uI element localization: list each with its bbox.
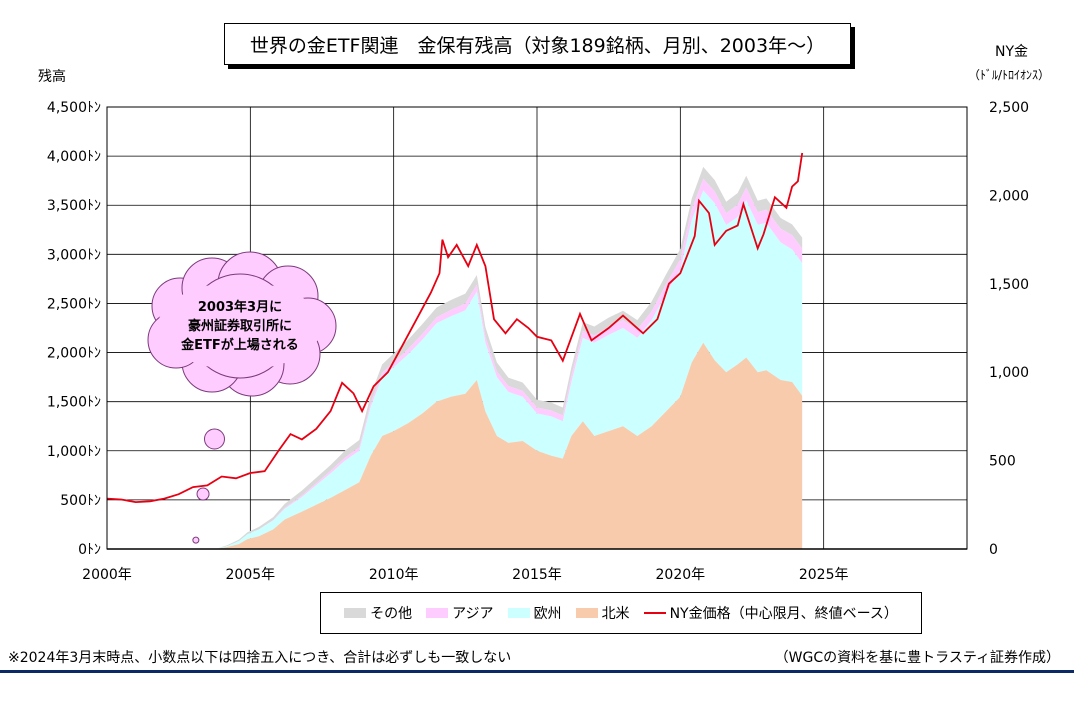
ny-gold-price-series bbox=[106, 152, 804, 504]
y-left-tick-label-4: 2,000ﾄﾝ bbox=[47, 346, 101, 362]
source-note: （WGCの資料を基に豊トラスティ証券作成） bbox=[774, 650, 1060, 666]
y-left-tick-label-1: 500ﾄﾝ bbox=[60, 493, 101, 509]
left-axis-title: 残高 bbox=[38, 69, 66, 85]
legend-label-other: その他 bbox=[370, 606, 413, 622]
callout-cloud-fill bbox=[158, 282, 322, 370]
callout-text: 2003年3月に 豪州証券取引所に 金ETFが上場される bbox=[155, 272, 325, 380]
x-tick-label-0: 2000年 bbox=[82, 567, 132, 583]
legend-swatch-asia bbox=[426, 608, 449, 618]
chart-title-text: 世界の金ETF関連 金保有残高（対象189銘柄、月別、2003年～） bbox=[249, 34, 826, 57]
area-north-america bbox=[198, 342, 803, 549]
area-other bbox=[198, 166, 803, 549]
y-right-tick-label-2: 1,000 bbox=[989, 365, 1029, 381]
legend-item-other: その他 bbox=[344, 603, 412, 623]
stacked-area-series bbox=[198, 166, 803, 550]
legend-swatch-ny-gold bbox=[643, 612, 666, 614]
y-left-tick-label-9: 4,500ﾄﾝ bbox=[47, 100, 101, 116]
y-right-tick-label-4: 2,000 bbox=[989, 188, 1029, 204]
chart-axes bbox=[106, 106, 968, 550]
legend-label-europe: 欧州 bbox=[533, 606, 562, 622]
legend-swatch-europe bbox=[507, 608, 530, 618]
y-left-tick-label-0: 0ﾄﾝ bbox=[78, 542, 101, 558]
callout-line-3: 金ETFが上場される bbox=[181, 337, 299, 353]
annotation-circle-0 bbox=[192, 536, 200, 544]
bottom-rule bbox=[0, 670, 1074, 673]
callout-line-2: 豪州証券取引所に bbox=[187, 318, 292, 334]
x-tick-label-5: 2025年 bbox=[799, 567, 849, 583]
y-left-tick-label-3: 1,500ﾄﾝ bbox=[47, 395, 101, 411]
callout-line-1: 2003年3月に bbox=[197, 299, 283, 315]
legend-item-europe: 欧州 bbox=[507, 603, 562, 623]
legend-swatch-other bbox=[344, 608, 367, 618]
tick-labels: 0ﾄﾝ 500ﾄﾝ 1,000ﾄﾝ 1,500ﾄﾝ 2,000ﾄﾝ 2,500ﾄﾝ 3,00… bbox=[47, 100, 1029, 583]
y-left-tick-label-7: 3,500ﾄﾝ bbox=[47, 198, 101, 214]
callout-cloud bbox=[147, 251, 337, 397]
x-tick-label-3: 2015年 bbox=[512, 567, 562, 583]
y-left-tick-label-2: 1,000ﾄﾝ bbox=[47, 444, 101, 460]
annotation-circle-2 bbox=[204, 428, 225, 450]
y-left-tick-label-6: 3,000ﾄﾝ bbox=[47, 247, 101, 263]
y-right-tick-label-3: 1,500 bbox=[989, 277, 1029, 293]
right-axis-unit: （ﾄﾞﾙ/ﾄﾛｲｵﾝｽ） bbox=[968, 68, 1051, 82]
y-right-tick-label-1: 500 bbox=[989, 454, 1016, 470]
legend-swatch-north-america bbox=[575, 608, 598, 618]
legend-label-north-america: 北米 bbox=[601, 606, 630, 622]
x-tick-label-2: 2010年 bbox=[369, 567, 419, 583]
x-tick-label-4: 2020年 bbox=[656, 567, 706, 583]
area-europe bbox=[198, 190, 803, 549]
legend-label-asia: アジア bbox=[452, 606, 494, 622]
legend-label-ny-gold: NY金価格（中心限月、終値ベース） bbox=[669, 606, 898, 622]
annotation-circles bbox=[192, 428, 225, 544]
y-right-tick-label-5: 2,500 bbox=[989, 100, 1029, 116]
right-axis-title: NY金 bbox=[995, 44, 1029, 60]
ny-gold-price-line bbox=[106, 152, 804, 504]
y-left-tick-label-8: 4,000ﾄﾝ bbox=[47, 149, 101, 165]
annotation-circle-1 bbox=[196, 487, 210, 501]
y-left-tick-label-5: 2,500ﾄﾝ bbox=[47, 296, 101, 312]
legend-item-north-america: 北米 bbox=[575, 603, 630, 623]
chart-title: 世界の金ETF関連 金保有残高（対象189銘柄、月別、2003年～） bbox=[224, 23, 851, 65]
legend-item-asia: アジア bbox=[426, 603, 494, 623]
footnote: ※2024年3月末時点、小数点以下は四捨五入につき、合計は必ずしも一致しない bbox=[8, 650, 512, 666]
y-right-tick-label-0: 0 bbox=[989, 542, 998, 558]
x-tick-label-1: 2005年 bbox=[226, 567, 276, 583]
area-asia bbox=[198, 178, 803, 550]
legend-item-ny-gold: NY金価格（中心限月、終値ベース） bbox=[643, 603, 898, 623]
legend: その他 アジア 欧州 北米 NY金価格（中心限月、終値ベース） bbox=[320, 592, 922, 634]
